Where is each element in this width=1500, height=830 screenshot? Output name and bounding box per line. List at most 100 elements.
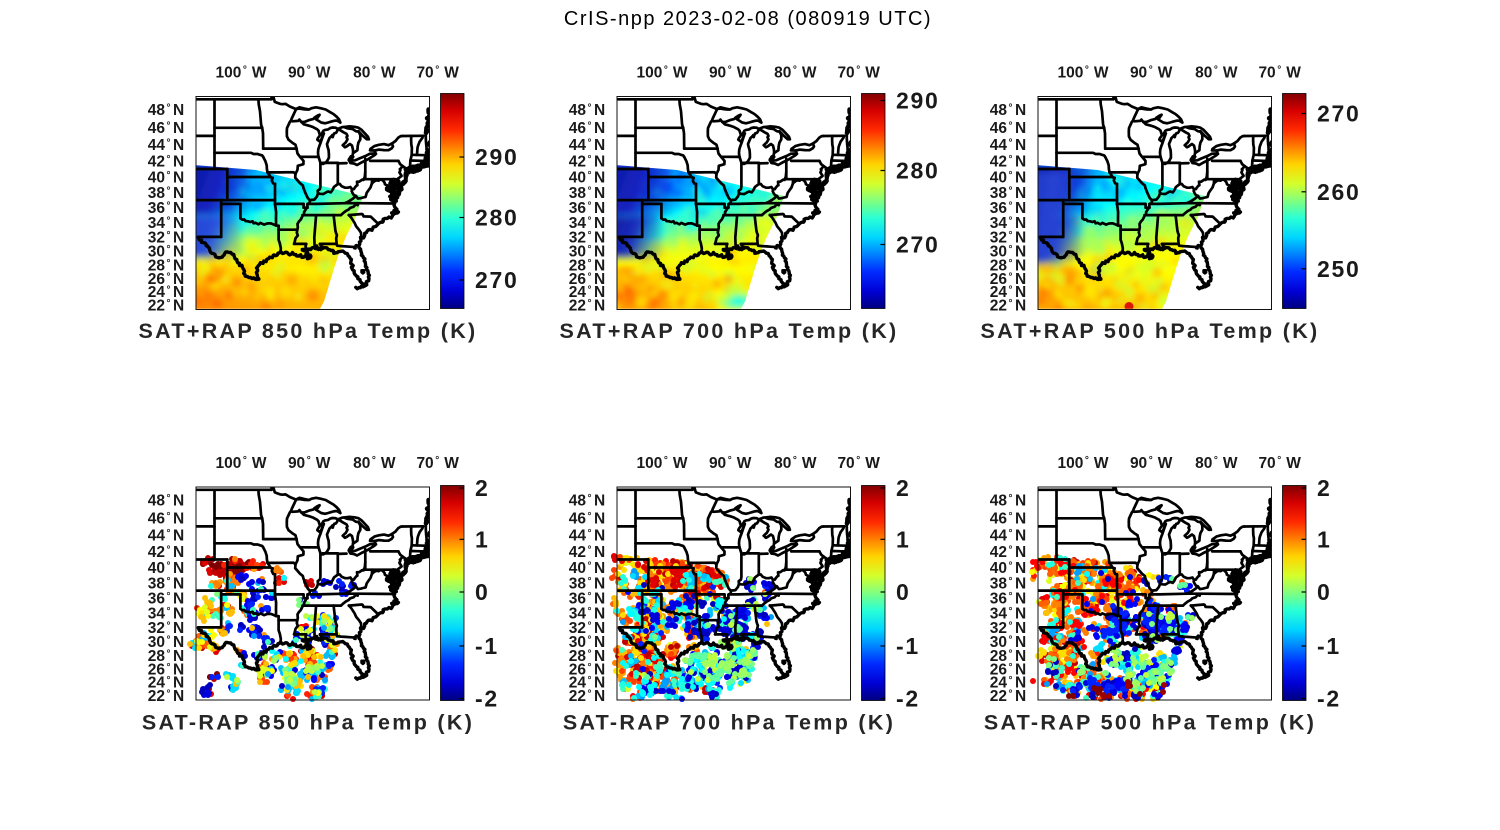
svg-text:°: ° [1009, 230, 1013, 241]
svg-text:N: N [594, 153, 605, 170]
svg-text:42: 42 [148, 544, 165, 561]
svg-text:N: N [173, 605, 184, 622]
svg-text:38: 38 [569, 185, 587, 202]
svg-text:48: 48 [569, 102, 587, 119]
svg-text:°: ° [588, 137, 592, 148]
svg-text:W: W [1286, 65, 1301, 82]
svg-text:44: 44 [148, 137, 166, 154]
svg-text:W: W [252, 455, 267, 472]
svg-text:°: ° [167, 591, 171, 602]
svg-text:W: W [1094, 65, 1109, 82]
svg-text:°: ° [167, 103, 171, 114]
svg-text:270: 270 [1317, 101, 1360, 127]
svg-text:°: ° [1009, 298, 1013, 309]
svg-text:N: N [1015, 170, 1026, 187]
svg-text:°: ° [588, 244, 592, 255]
svg-text:N: N [173, 560, 184, 577]
svg-text:°: ° [1009, 258, 1013, 269]
svg-text:34: 34 [148, 605, 166, 622]
svg-text:100: 100 [1058, 65, 1084, 82]
svg-text:°: ° [588, 201, 592, 212]
svg-text:N: N [1015, 185, 1026, 202]
svg-text:W: W [444, 455, 459, 472]
svg-text:N: N [173, 229, 184, 246]
svg-text:W: W [252, 65, 267, 82]
svg-text:48: 48 [148, 102, 166, 119]
svg-text:38: 38 [148, 576, 166, 593]
svg-text:°: ° [167, 576, 171, 587]
svg-text:°: ° [167, 675, 171, 686]
svg-text:°: ° [167, 688, 171, 699]
svg-text:N: N [173, 200, 184, 217]
svg-text:W: W [1223, 65, 1238, 82]
svg-text:W: W [381, 65, 396, 82]
svg-text:32: 32 [148, 229, 165, 246]
svg-text:42: 42 [990, 153, 1007, 170]
svg-text:N: N [173, 170, 184, 187]
svg-text:SAT+RAP 500 hPa Temp (K): SAT+RAP 500 hPa Temp (K) [981, 319, 1320, 343]
svg-text:°: ° [588, 285, 592, 296]
svg-text:N: N [173, 153, 184, 170]
svg-text:90: 90 [1130, 65, 1147, 82]
svg-text:°: ° [307, 65, 311, 76]
svg-text:°: ° [1009, 137, 1013, 148]
svg-text:°: ° [1009, 244, 1013, 255]
svg-text:W: W [381, 455, 396, 472]
svg-text:N: N [173, 544, 184, 561]
svg-text:42: 42 [569, 153, 586, 170]
svg-text:°: ° [167, 201, 171, 212]
svg-text:°: ° [167, 154, 171, 165]
svg-text:46: 46 [990, 120, 1008, 137]
svg-text:°: ° [167, 186, 171, 197]
svg-text:°: ° [1009, 215, 1013, 226]
svg-text:°: ° [243, 65, 247, 76]
svg-text:46: 46 [148, 510, 166, 527]
svg-text:CrIS-npp 2023-02-08 (080919 UT: CrIS-npp 2023-02-08 (080919 UTC) [564, 8, 932, 30]
svg-text:100: 100 [216, 65, 242, 82]
svg-text:W: W [673, 65, 688, 82]
svg-text:270: 270 [896, 232, 939, 258]
svg-text:34: 34 [990, 215, 1008, 232]
svg-text:°: ° [588, 298, 592, 309]
svg-text:°: ° [728, 65, 732, 76]
svg-text:N: N [1015, 102, 1026, 119]
svg-text:N: N [1015, 215, 1026, 232]
svg-text:°: ° [1009, 103, 1013, 114]
svg-text:70: 70 [1258, 65, 1275, 82]
svg-text:°: ° [588, 258, 592, 269]
svg-text:°: ° [793, 65, 797, 76]
svg-text:70: 70 [416, 65, 433, 82]
svg-text:°: ° [167, 271, 171, 282]
svg-text:°: ° [167, 120, 171, 131]
svg-text:48: 48 [990, 102, 1008, 119]
svg-text:SAT+RAP 850 hPa Temp (K): SAT+RAP 850 hPa Temp (K) [139, 319, 478, 343]
svg-text:°: ° [588, 120, 592, 131]
svg-text:°: ° [1214, 65, 1218, 76]
svg-text:44: 44 [990, 137, 1008, 154]
svg-text:°: ° [167, 493, 171, 504]
svg-text:42: 42 [148, 153, 165, 170]
svg-text:N: N [173, 120, 184, 137]
svg-text:N: N [594, 137, 605, 154]
svg-text:34: 34 [569, 215, 587, 232]
svg-text:44: 44 [148, 527, 166, 544]
svg-text:N: N [594, 215, 605, 232]
svg-text:36: 36 [148, 591, 166, 608]
svg-text:N: N [173, 102, 184, 119]
svg-text:W: W [444, 65, 459, 82]
svg-text:N: N [1015, 153, 1026, 170]
svg-text:°: ° [588, 230, 592, 241]
svg-text:°: ° [167, 258, 171, 269]
svg-text:N: N [173, 527, 184, 544]
svg-text:N: N [173, 185, 184, 202]
svg-text:W: W [737, 65, 752, 82]
svg-text:°: ° [588, 103, 592, 114]
svg-text:280: 280 [475, 205, 518, 231]
svg-text:°: ° [664, 65, 668, 76]
svg-text:SAT-RAP 850 hPa Temp (K): SAT-RAP 850 hPa Temp (K) [142, 711, 474, 735]
svg-text:N: N [173, 493, 184, 510]
svg-text:32: 32 [569, 229, 586, 246]
svg-text:N: N [173, 591, 184, 608]
svg-text:°: ° [372, 455, 376, 466]
svg-text:°: ° [167, 544, 171, 555]
